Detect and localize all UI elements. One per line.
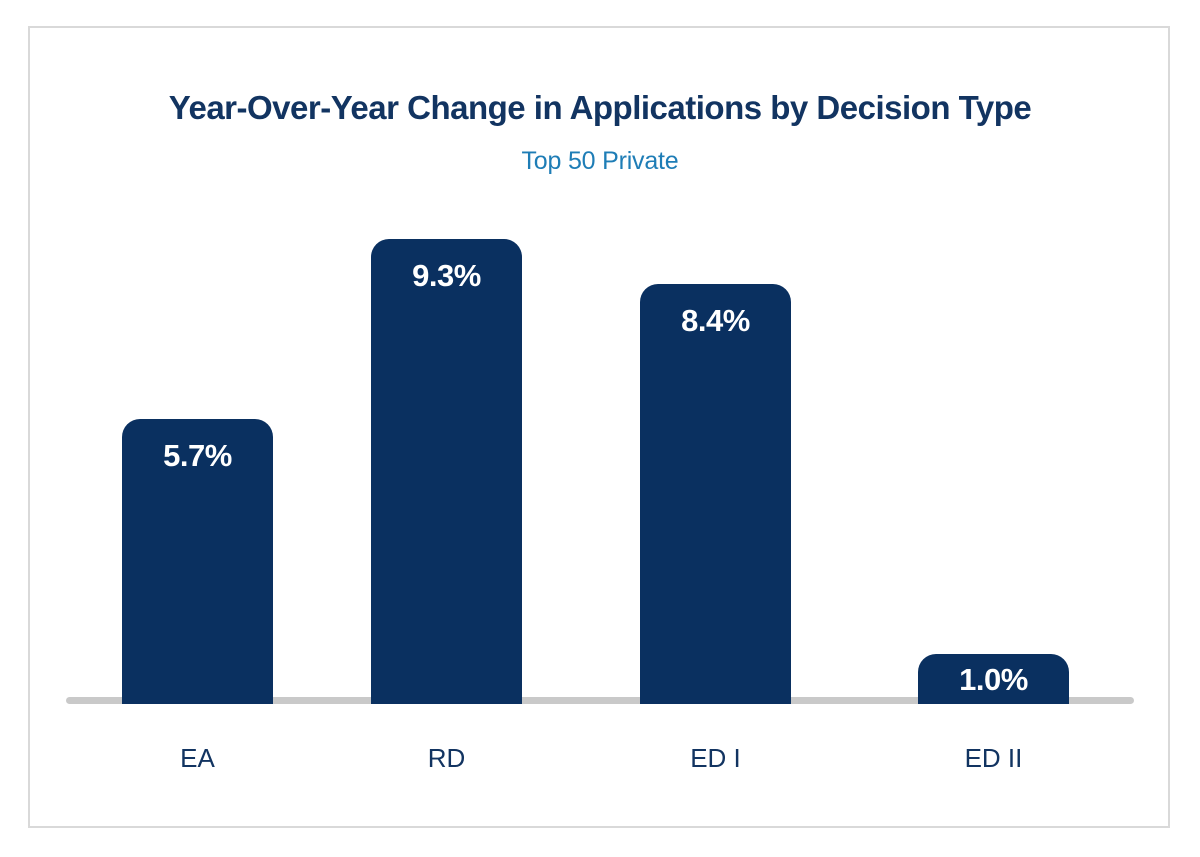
bar-ea: 5.7% bbox=[122, 419, 273, 704]
bar-value-label-rd: 9.3% bbox=[412, 258, 481, 293]
x-axis-label-ed-ii: ED II bbox=[964, 743, 1023, 773]
x-axis-label-ea: EA bbox=[180, 743, 215, 773]
bar-ed-i: 8.4% bbox=[640, 284, 791, 704]
bar-rd: 9.3% bbox=[371, 239, 522, 704]
bar-value-label-ea: 5.7% bbox=[163, 438, 232, 473]
x-axis-line bbox=[66, 697, 1134, 704]
x-axis-label-rd: RD bbox=[427, 743, 466, 773]
bar-value-label-ed-i: 8.4% bbox=[681, 303, 750, 338]
chart-title: Year-Over-Year Change in Applications by… bbox=[168, 89, 1032, 126]
bar-value-label-ed-ii: 1.0% bbox=[959, 661, 1028, 697]
chart-subtitle: Top 50 Private bbox=[521, 147, 679, 175]
x-axis-label-ed-i: ED I bbox=[690, 743, 741, 773]
bar-ed-ii: 1.0% bbox=[918, 654, 1069, 704]
